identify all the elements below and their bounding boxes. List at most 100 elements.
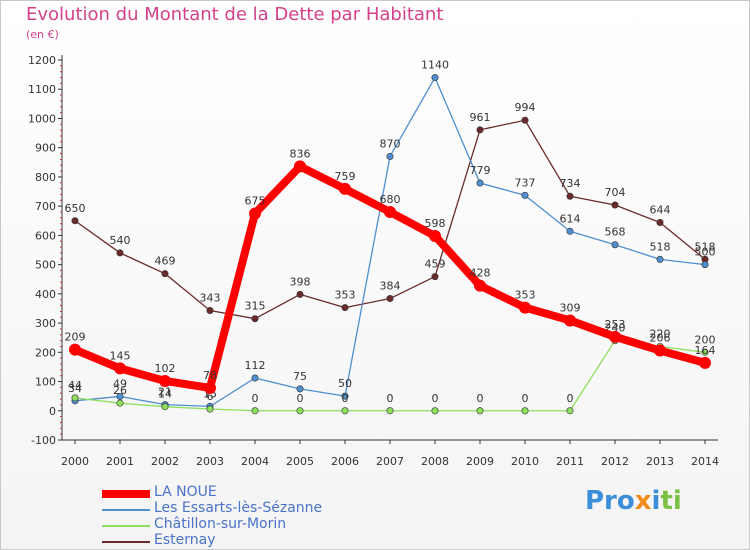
data-point	[521, 407, 529, 415]
y-minor-tick	[60, 100, 62, 102]
data-point	[566, 407, 574, 415]
y-minor-tick	[60, 112, 62, 114]
x-tick-label: 2006	[331, 455, 359, 468]
data-label: 644	[650, 204, 671, 217]
proxiti-logo: Proxiti	[585, 486, 682, 516]
data-point	[206, 307, 214, 315]
data-label: 102	[155, 362, 176, 375]
legend-swatch	[102, 541, 150, 543]
x-tick-label: 2004	[241, 455, 269, 468]
data-point	[566, 227, 574, 235]
legend-label: Les Essarts-lès-Sézanne	[154, 500, 323, 516]
data-point	[519, 301, 531, 314]
data-label: 0	[432, 392, 439, 405]
y-minor-tick	[60, 158, 62, 160]
data-label: 21	[158, 386, 172, 399]
y-minor-tick	[60, 223, 62, 225]
data-label: 0	[297, 392, 304, 405]
y-minor-tick	[60, 357, 62, 359]
y-minor-tick	[60, 71, 62, 73]
data-label: 398	[290, 275, 311, 288]
data-label: 49	[113, 377, 127, 390]
data-point	[476, 179, 484, 187]
data-label: 220	[650, 327, 671, 340]
y-minor-tick	[60, 398, 62, 400]
y-minor-tick	[60, 217, 62, 219]
data-label: 315	[245, 300, 266, 313]
data-label: 253	[605, 318, 626, 331]
y-tick-label: 1200	[28, 54, 56, 67]
data-label: 50	[338, 377, 352, 390]
data-point	[476, 126, 484, 134]
y-minor-tick	[60, 281, 62, 283]
data-point	[609, 330, 621, 343]
y-minor-tick	[60, 386, 62, 388]
data-point	[251, 315, 259, 323]
y-tick-label: 1000	[28, 112, 56, 125]
x-tick-label: 2009	[466, 455, 494, 468]
y-minor-tick	[60, 421, 62, 423]
data-label: 680	[380, 193, 401, 206]
data-label: 164	[695, 344, 716, 357]
series-line	[74, 76, 706, 408]
y-minor-tick	[60, 363, 62, 365]
y-minor-tick	[60, 135, 62, 137]
data-point	[701, 261, 709, 269]
data-label: 309	[560, 301, 581, 314]
y-tick-label: 900	[35, 142, 56, 155]
data-point	[296, 385, 304, 393]
data-point	[476, 407, 484, 415]
data-label: 78	[203, 369, 217, 382]
data-label: 145	[110, 349, 131, 362]
y-tick-label: 800	[35, 171, 56, 184]
y-minor-tick	[60, 404, 62, 406]
x-tick-label: 2011	[556, 455, 584, 468]
data-label: 6	[207, 390, 214, 403]
y-minor-tick	[60, 94, 62, 96]
data-label: 428	[470, 267, 491, 280]
y-tick-label: -100	[31, 434, 56, 447]
y-minor-tick	[60, 345, 62, 347]
data-label: 540	[110, 234, 131, 247]
data-label: 206	[650, 332, 671, 345]
data-point	[341, 392, 349, 400]
y-tick-label: 0	[49, 405, 56, 418]
data-label: 0	[522, 392, 529, 405]
data-label: 75	[293, 370, 307, 383]
data-label: 598	[425, 217, 446, 230]
data-point	[159, 374, 171, 387]
data-label: 961	[470, 111, 491, 124]
y-minor-tick	[60, 258, 62, 260]
y-axis-unit: (en €)	[26, 28, 59, 41]
x-tick-label: 2001	[106, 455, 134, 468]
data-label: 1140	[421, 59, 449, 72]
y-minor-tick	[60, 375, 62, 377]
x-tick-label: 2000	[61, 455, 89, 468]
data-label: 0	[567, 392, 574, 405]
y-minor-tick	[60, 269, 62, 271]
data-point	[206, 405, 214, 413]
y-minor-tick	[60, 427, 62, 429]
data-point	[71, 394, 79, 402]
y-minor-tick	[60, 433, 62, 435]
y-minor-tick	[60, 211, 62, 213]
y-minor-tick	[60, 369, 62, 371]
x-tick-label: 2010	[511, 455, 539, 468]
data-point	[251, 374, 259, 382]
data-label: 0	[342, 392, 349, 405]
data-point	[431, 74, 439, 82]
x-tick-label: 2003	[196, 455, 224, 468]
legend-swatch	[102, 490, 150, 498]
y-minor-tick	[60, 141, 62, 143]
y-minor-tick	[60, 65, 62, 67]
y-minor-tick	[60, 246, 62, 248]
legend-swatch	[102, 509, 150, 511]
x-tick-label: 2012	[601, 455, 629, 468]
data-point	[296, 290, 304, 298]
data-point	[296, 407, 304, 415]
y-minor-tick	[60, 199, 62, 201]
data-point	[611, 241, 619, 249]
y-minor-tick	[60, 170, 62, 172]
data-point	[431, 273, 439, 281]
